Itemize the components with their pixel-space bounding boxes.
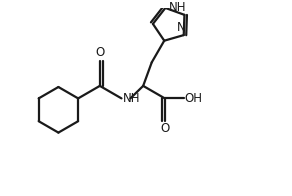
Text: NH: NH [123,92,140,105]
Text: O: O [95,46,105,59]
Text: O: O [160,122,169,135]
Text: NH: NH [169,1,186,15]
Text: OH: OH [185,92,203,105]
Text: N: N [177,21,186,34]
